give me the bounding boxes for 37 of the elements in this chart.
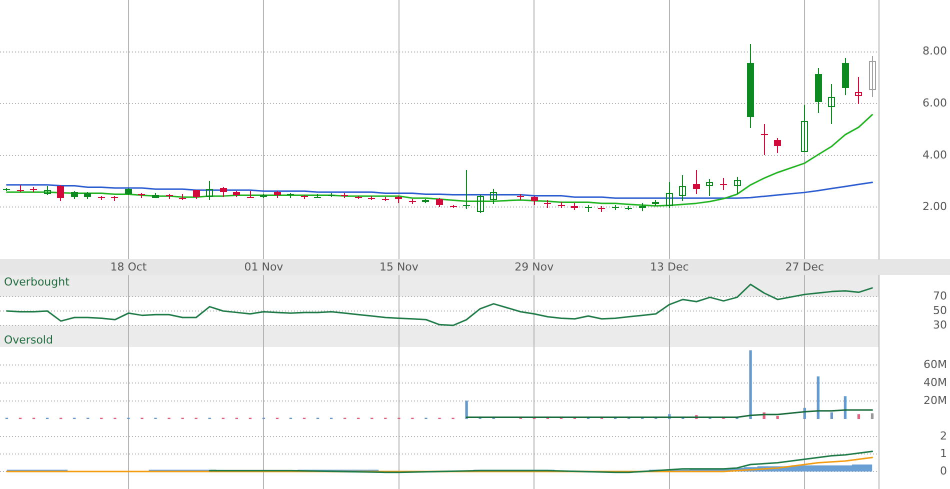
- y-tick-label: 40M: [924, 376, 947, 389]
- y-tick-label: 20M: [924, 394, 947, 407]
- x-tick-label: 27 Dec: [785, 260, 824, 274]
- candlestick: [801, 105, 808, 152]
- candlestick: [679, 175, 686, 201]
- bar: [870, 413, 874, 419]
- y-tick-label: 8.00: [922, 44, 947, 58]
- candlestick: [463, 170, 470, 209]
- bar: [776, 416, 779, 419]
- y-tick-label: 50: [933, 304, 947, 317]
- candlestick: [828, 84, 835, 124]
- bar: [830, 412, 833, 419]
- y-tick-label: 6.00: [922, 96, 947, 110]
- candlestick: [720, 178, 727, 190]
- bar: [465, 400, 468, 419]
- x-tick-label: 18 Oct: [110, 260, 148, 274]
- candlestick: [666, 182, 673, 208]
- candlestick: [761, 124, 768, 155]
- band-label: Oversold: [4, 333, 53, 346]
- candlestick: [855, 77, 862, 104]
- y-tick-label: 70: [933, 289, 947, 302]
- y-tick-label: 2: [940, 429, 947, 442]
- y-tick-label: 30: [933, 318, 947, 332]
- y-tick-label: 4.00: [922, 148, 947, 162]
- x-tick-label: 01 Nov: [244, 260, 284, 274]
- band-label: Overbought: [4, 275, 70, 288]
- x-tick-label: 13 Dec: [650, 260, 689, 274]
- y-tick-label: 0: [940, 464, 947, 478]
- x-tick-label: 15 Nov: [379, 260, 419, 274]
- bar: [816, 376, 820, 419]
- x-tick-label: 29 Nov: [514, 260, 554, 274]
- y-tick-label: 60M: [924, 358, 947, 371]
- y-tick-label: 2.00: [922, 200, 947, 214]
- candlestick: [869, 56, 876, 97]
- y-tick-label: 1: [940, 446, 947, 460]
- bar: [857, 414, 860, 419]
- bar: [749, 350, 752, 419]
